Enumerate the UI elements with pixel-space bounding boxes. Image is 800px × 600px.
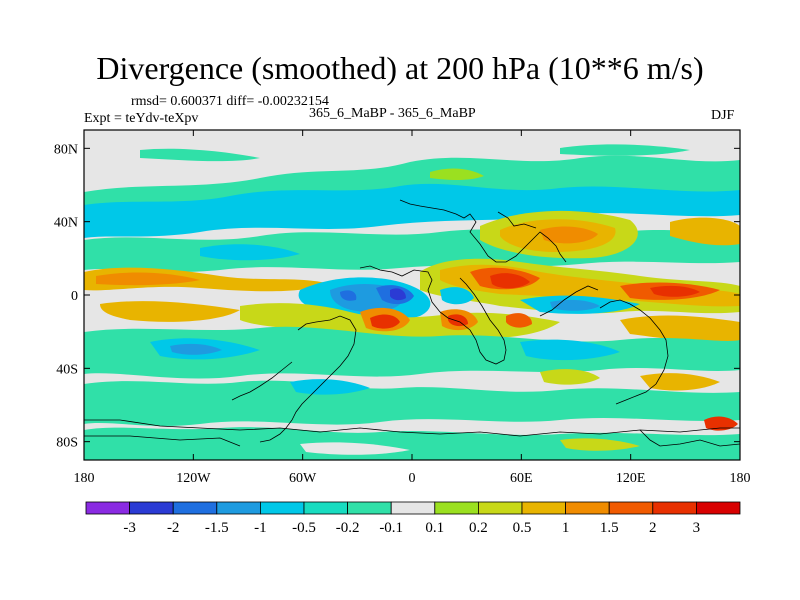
lon-tick-label: 0 (409, 471, 416, 486)
contour-region (520, 339, 620, 361)
contour-region (170, 343, 222, 355)
contour-fields (84, 144, 740, 460)
colorbar-swatch (390, 501, 436, 515)
colorbar-swatch (477, 501, 523, 515)
colorbar-label: 1 (562, 520, 570, 536)
lat-tick-label: 80N (54, 142, 78, 157)
colorbar-label: -0.1 (379, 520, 403, 536)
contour-region (390, 288, 406, 301)
coastline (359, 265, 507, 365)
contour-region (550, 299, 600, 311)
contour-region (96, 272, 200, 286)
coastline (231, 361, 293, 401)
colorbar-swatch (696, 501, 741, 515)
contour-region (84, 183, 740, 238)
colorbar: -3 -2 -1.5 -1 -0.5 -0.2 -0.1 0.1 0.2 0.5 1 1.5 2 3 (85, 501, 741, 536)
lon-tick-label: 120E (616, 471, 646, 486)
contour-region (430, 168, 484, 180)
contour-region (490, 273, 530, 289)
contour-region (540, 369, 600, 385)
contour-region (100, 301, 240, 322)
colorbar-swatch (521, 501, 566, 515)
longitude-axis: 180 120W 60W 0 60E 120E 180 (74, 130, 751, 486)
contour-region (540, 226, 598, 244)
contour-region (300, 442, 410, 455)
lat-tick-label: 0 (71, 289, 78, 304)
contour-region (620, 315, 740, 343)
colorbar-swatch (85, 501, 130, 515)
coastlines (84, 199, 741, 447)
contour-region (140, 148, 260, 162)
contour-region (506, 313, 532, 328)
colorbar-label: 0.2 (469, 520, 488, 536)
contour-region (200, 244, 300, 261)
coastline (599, 299, 669, 405)
contour-region (670, 217, 740, 246)
latitude-axis: 80N 40N 0 40S 80S (54, 142, 740, 451)
coastline (539, 285, 599, 317)
contour-region (704, 416, 738, 431)
colorbar-label: -1.5 (205, 520, 229, 536)
contour-region (290, 379, 370, 395)
map-title: Divergence (smoothed) at 200 hPa (10**6 … (96, 50, 704, 86)
colorbar-label: -2 (167, 520, 180, 536)
colorbar-swatch (434, 501, 479, 515)
colorbar-swatch (259, 501, 305, 515)
coastline (84, 435, 241, 447)
experiment-label: Expt = teYdv-teXpv (84, 111, 199, 126)
colorbar-label: -1 (254, 520, 267, 536)
colorbar-label: 0.1 (425, 520, 444, 536)
colorbar-swatch (347, 501, 392, 515)
coastline (84, 419, 740, 437)
colorbar-swatch (652, 501, 697, 515)
season-label: DJF (711, 108, 735, 123)
contour-region (84, 380, 740, 426)
contour-region (560, 144, 690, 156)
coastline (291, 315, 357, 421)
stats-line: rmsd= 0.600371 diff= -0.00232154 (131, 94, 329, 109)
colorbar-label: -0.2 (336, 520, 360, 536)
colorbar-label: 3 (693, 520, 701, 536)
contour-region (440, 287, 474, 305)
lon-tick-label: 60W (289, 471, 317, 486)
coastline (497, 211, 537, 229)
lat-tick-label: 40S (56, 362, 78, 377)
colorbar-label: -0.5 (292, 520, 316, 536)
lat-tick-label: 40N (54, 216, 78, 231)
coastline (399, 199, 567, 263)
colorbar-label: 1.5 (600, 520, 619, 536)
runs-label: 365_6_MaBP - 365_6_MaBP (309, 106, 476, 121)
colorbar-swatch (216, 501, 261, 515)
colorbar-swatch (172, 501, 218, 515)
coastline (639, 429, 741, 447)
contour-region (84, 427, 740, 460)
contour-region (370, 314, 400, 329)
contour-region (448, 314, 468, 327)
colorbar-swatch (608, 501, 654, 515)
contour-region (650, 285, 700, 297)
colorbar-swatch (565, 501, 610, 515)
contour-region (84, 326, 740, 379)
lon-tick-label: 120W (176, 471, 211, 486)
colorbar-swatch (303, 501, 348, 515)
lon-tick-label: 60E (510, 471, 533, 486)
colorbar-label: 0.5 (513, 520, 532, 536)
colorbar-label: 2 (649, 520, 657, 536)
lon-tick-label: 180 (730, 471, 751, 486)
contour-region (560, 438, 640, 451)
lon-tick-label: 180 (74, 471, 95, 486)
coastline (259, 419, 293, 443)
colorbar-swatch (129, 501, 174, 515)
lat-tick-label: 80S (56, 436, 78, 451)
contour-region (340, 290, 357, 301)
colorbar-label: -3 (123, 520, 136, 536)
